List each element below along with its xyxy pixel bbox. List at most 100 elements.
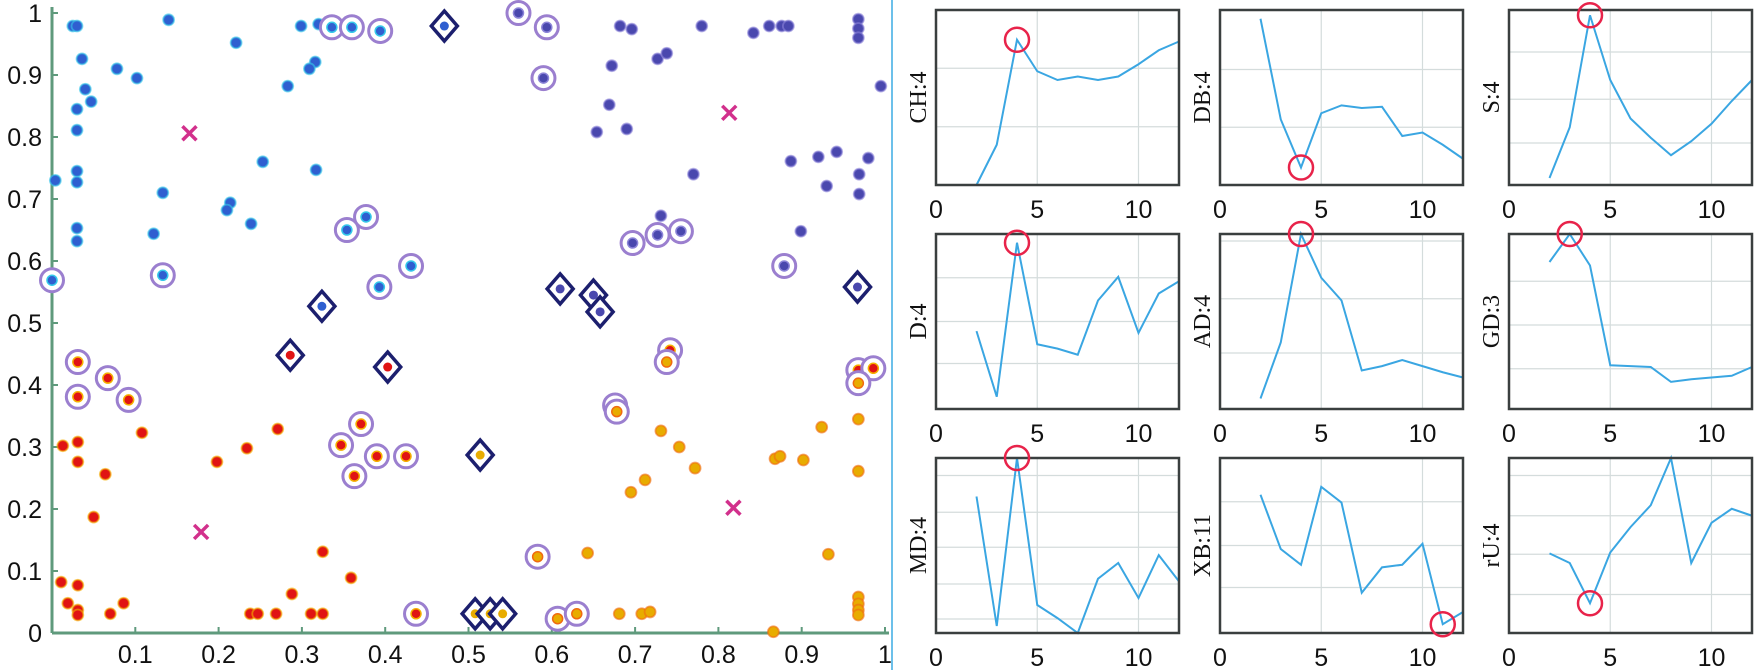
cluster-2-point	[602, 98, 616, 112]
x-tick-label: 0.4	[368, 641, 403, 669]
cluster-3-point	[371, 450, 383, 463]
panel-md: 0 5 10 MD:4	[906, 444, 1181, 670]
panel-frame	[1507, 232, 1754, 411]
index-curve	[1548, 14, 1753, 179]
x-tick-label: 10	[1409, 196, 1437, 224]
x-tick-label: 10	[1698, 644, 1726, 670]
cluster-2-point	[794, 224, 808, 238]
cluster-3-point	[316, 545, 330, 559]
cluster-1-point	[341, 224, 353, 236]
cluster-3-point	[117, 596, 131, 610]
panel-d: 0 5 10 D:4	[906, 229, 1181, 448]
cluster-4-point	[612, 607, 626, 621]
y-tick-label: 0.8	[7, 124, 42, 152]
cluster-2-point	[605, 59, 619, 73]
cluster-4-point	[852, 377, 865, 389]
cluster-2-point	[541, 21, 553, 34]
panel-label: MD:4	[906, 517, 932, 574]
cluster-scatter-plot: 0 0.1 0.2 0.3 0.4 0.5 0.6 0.7 0.8 0.9 1 0.1 0.2 0.3 0.…	[7, 0, 892, 669]
cluster-1-point	[374, 25, 386, 37]
cluster-3-point	[269, 607, 283, 621]
panel-ru: 0 5 10 rU:4	[1479, 454, 1754, 670]
cluster-2-point	[762, 19, 776, 33]
cluster-4-point	[851, 608, 865, 622]
cluster-4-point	[551, 612, 564, 625]
cluster-1-point	[439, 21, 449, 31]
cluster-1-point	[110, 62, 124, 76]
cluster-1-point	[84, 95, 98, 109]
cluster-3-point	[383, 362, 393, 372]
cluster-4-point	[498, 609, 508, 619]
cluster-2-point	[675, 225, 687, 237]
cluster-4-point	[815, 420, 829, 434]
selected-k-marker	[1287, 220, 1315, 248]
index-curve	[975, 242, 1180, 398]
cluster-3-point	[135, 426, 149, 440]
cluster-2-point	[651, 52, 664, 66]
x-tick-label: 0	[929, 420, 943, 448]
x-tick-label: 10	[1409, 420, 1437, 448]
cluster-3-point	[240, 441, 254, 455]
y-tick-label: 0.6	[7, 248, 42, 276]
cluster-1-point	[156, 186, 170, 200]
cluster-3-point	[61, 596, 75, 610]
selected-k-marker	[1003, 229, 1031, 256]
x-tick-label: 0.3	[285, 641, 320, 669]
y-tick-label: 0.3	[7, 434, 42, 462]
x-tick-label: 0.2	[201, 641, 236, 669]
cluster-1-point	[70, 221, 84, 235]
cluster-3-point	[102, 372, 114, 384]
selected-k-marker	[1576, 590, 1604, 617]
selected-k-marker	[1576, 2, 1604, 29]
cluster-3-point	[56, 439, 70, 453]
cluster-1-point	[130, 71, 144, 85]
cluster-1-point	[220, 203, 234, 217]
x-tick-label: 5	[1030, 196, 1044, 224]
cluster-1-point	[317, 301, 327, 311]
panel-label: CH:4	[906, 71, 932, 123]
x-tick-label: 0	[1502, 420, 1516, 448]
cluster-3-point	[71, 608, 85, 622]
cluster-1-point	[281, 79, 295, 93]
cluster-3-point	[304, 607, 318, 621]
x-tick-label: 5	[1603, 644, 1617, 670]
cluster-1-point	[373, 281, 386, 293]
cluster-4-point	[643, 605, 657, 619]
cluster-3-point	[285, 350, 295, 360]
x-tick-label: 5	[1030, 420, 1044, 448]
cluster-2-point	[874, 79, 888, 93]
cluster-3-point	[71, 578, 85, 592]
panel-s: 0 5 10 S:4	[1479, 2, 1754, 224]
cluster-2-point	[784, 154, 798, 168]
cluster-2-point	[555, 284, 565, 294]
index-curve	[1548, 232, 1753, 383]
cluster-3-point	[867, 362, 880, 375]
index-curve	[975, 37, 1180, 186]
cluster-3-point	[251, 607, 265, 621]
x-tick-label: 1	[878, 641, 892, 669]
x-tick-label: 10	[1125, 644, 1153, 670]
x-tick-label: 0	[929, 196, 943, 224]
cluster-1-point	[326, 21, 338, 34]
x-tick-label: 0.1	[118, 641, 153, 669]
cluster-2-point	[588, 290, 598, 300]
cluster-2-point	[852, 167, 866, 181]
cluster-1-point	[346, 21, 358, 34]
cluster-3-point	[344, 571, 358, 585]
panel-xb: 0 5 10 XB:11	[1190, 456, 1465, 670]
cluster-1-point	[70, 234, 84, 248]
cluster-3-point	[87, 510, 101, 524]
centroid-x-marker	[181, 125, 198, 142]
cluster-2-point	[626, 237, 639, 249]
panel-label: GD:3	[1479, 295, 1505, 348]
cluster-1-point	[147, 227, 161, 241]
cluster-1-point	[70, 102, 84, 116]
index-curve	[1259, 18, 1464, 171]
cluster-4-point	[773, 449, 787, 463]
cluster-2-point	[853, 282, 863, 292]
cluster-1-point	[360, 211, 372, 223]
y-tick-label: 1	[28, 0, 42, 28]
cluster-4-point	[688, 461, 702, 475]
x-tick-label: 0	[1502, 196, 1516, 224]
cluster-1-point	[70, 123, 84, 137]
